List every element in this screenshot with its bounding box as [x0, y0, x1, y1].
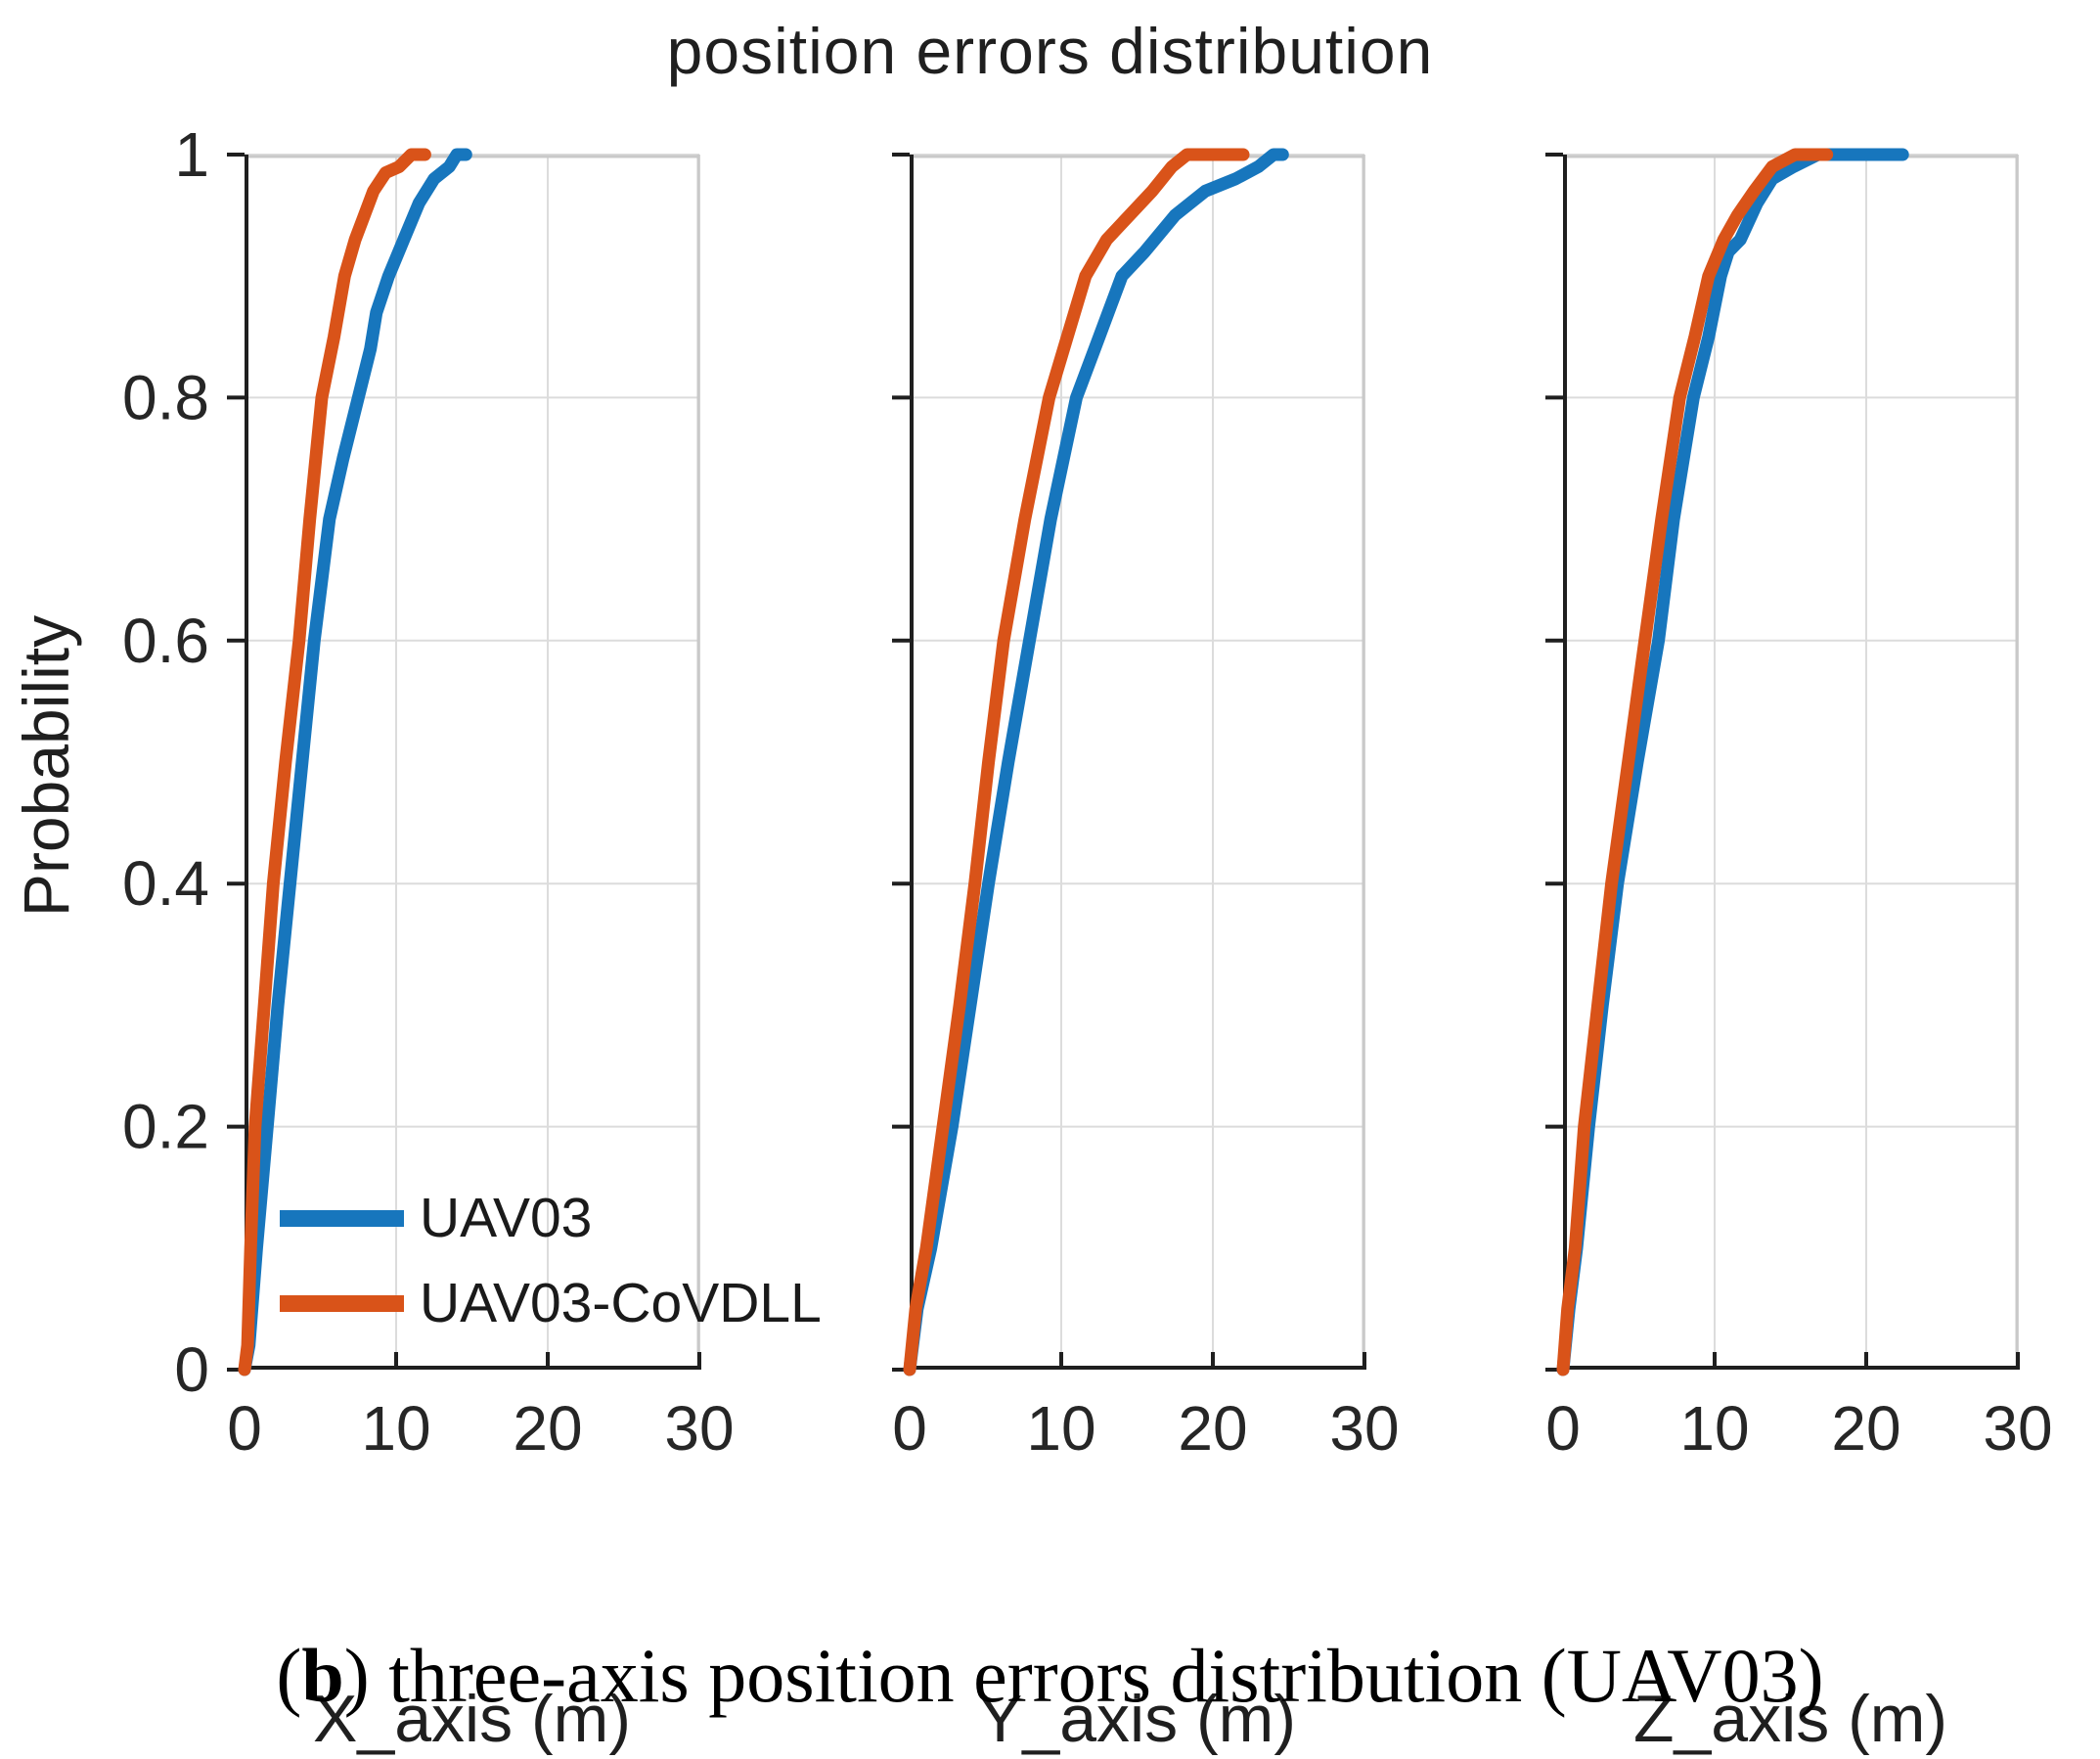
- y-tick-label: 0.2: [122, 1092, 209, 1162]
- x-tick-label: 30: [1983, 1393, 2052, 1464]
- x-tick-label: 20: [1831, 1393, 1900, 1464]
- cdf-curve-uav03: [1556, 148, 1909, 1376]
- y-tick-label: 0.4: [122, 848, 209, 919]
- cdf-curve-uav03: [903, 148, 1289, 1376]
- x-tick-label: 30: [664, 1393, 734, 1464]
- y-tick-label: 0.8: [122, 362, 209, 432]
- x-tick-label: 10: [1679, 1393, 1749, 1464]
- x-tick-label: 0: [1545, 1393, 1581, 1464]
- y-tick-label: 0: [174, 1334, 209, 1405]
- subplot-z-axis: 0 10 20 30 Z_axis (m): [1545, 148, 2053, 1756]
- chart-title: position errors distribution: [666, 15, 1434, 87]
- x-tick-label: 20: [513, 1393, 582, 1464]
- x-axis-label-y: Y_axis (m): [978, 1682, 1296, 1756]
- cdf-curve-uav03-covdll: [1556, 148, 1834, 1376]
- x-axis-label-z: Z_axis (m): [1632, 1682, 1948, 1756]
- cdf-curve-uav03-covdll: [903, 148, 1250, 1376]
- x-axis-label-x: X_axis (m): [313, 1682, 631, 1756]
- caption-paren-open: (: [276, 1633, 302, 1718]
- subplot-y-axis: 0 10 20 30 Y_axis (m): [892, 148, 1400, 1756]
- y-axis-label: Probability: [10, 614, 82, 918]
- cdf-curve-uav03: [238, 148, 472, 1376]
- cdf-plot-y: 0 10 20 30: [892, 148, 1400, 1464]
- caption-marker: b: [301, 1633, 344, 1718]
- x-tick-label: 10: [361, 1393, 430, 1464]
- cdf-plot-z: 0 10 20 30: [1545, 148, 2053, 1464]
- x-tick-label: 0: [892, 1393, 927, 1464]
- x-tick-label: 30: [1329, 1393, 1399, 1464]
- cdf-curve-uav03-covdll: [238, 148, 431, 1376]
- x-tick-label: 20: [1178, 1393, 1247, 1464]
- y-tick-label: 0.6: [122, 606, 209, 676]
- x-tick-label: 10: [1026, 1393, 1095, 1464]
- caption-text: ) three-axis position errors distributio…: [343, 1633, 1824, 1718]
- y-tick-label: 1: [174, 119, 209, 190]
- figure-caption: (b) three-axis position errors distribut…: [0, 1632, 2100, 1720]
- x-tick-label: 0: [227, 1393, 262, 1464]
- cdf-plot-x: 0 10 20 30 0 0.2 0.4 0.6 0.8 1: [122, 119, 735, 1464]
- subplot-x-axis: 0 10 20 30 0 0.2 0.4 0.6 0.8 1 X_axis (m): [122, 119, 735, 1756]
